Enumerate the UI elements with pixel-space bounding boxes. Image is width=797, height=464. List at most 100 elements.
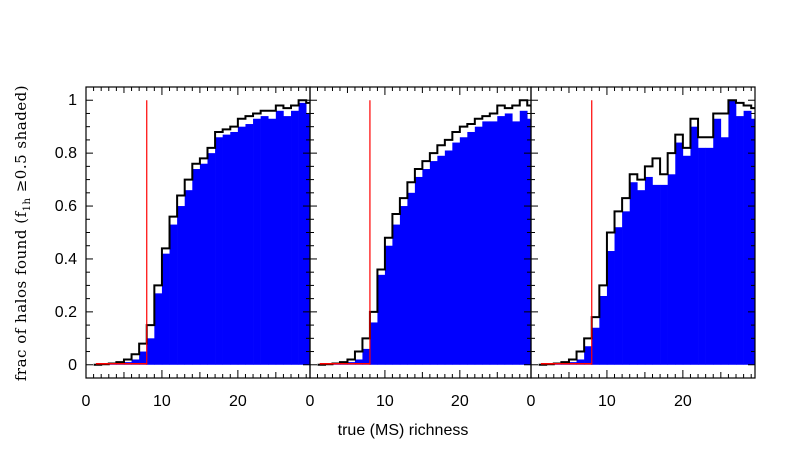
- y-axis-title: frac of halos found (f1h ≥0.5 shaded): [12, 85, 33, 381]
- shaded-bar: [504, 113, 513, 365]
- shaded-bar: [576, 359, 585, 365]
- shaded-bar: [637, 190, 646, 365]
- shaded-bar: [237, 126, 246, 365]
- shaded-bar: [599, 295, 608, 365]
- panel-3: 0 10 20: [527, 86, 756, 410]
- shaded-bar: [667, 174, 676, 365]
- shaded-bar: [253, 118, 261, 365]
- panel-data-area: [317, 99, 531, 366]
- x-tick-label: 20: [674, 393, 692, 410]
- outline-histogram: [317, 99, 531, 366]
- shaded-bar: [512, 121, 521, 365]
- shaded-bar: [384, 245, 393, 365]
- shaded-bar: [207, 153, 216, 365]
- y-tick-label: 0.8: [55, 145, 77, 162]
- shaded-bar: [139, 351, 148, 365]
- shaded-bar: [245, 124, 254, 365]
- y-tick-label: 0.6: [55, 198, 77, 215]
- shaded-bar: [698, 147, 706, 365]
- shaded-bar: [399, 206, 408, 365]
- shaded-bar: [474, 126, 483, 365]
- x-axis-title: true (MS) richness: [338, 422, 469, 439]
- shaded-bar: [199, 163, 208, 365]
- x-tick-label: 10: [153, 393, 171, 410]
- outline-histogram: [538, 99, 755, 366]
- shaded-bar: [660, 184, 668, 365]
- shaded-bar: [489, 121, 498, 365]
- shaded-bar: [184, 190, 193, 365]
- shaded-bar: [459, 137, 468, 365]
- x-tick-label: 0: [306, 393, 315, 410]
- y-tick-label: 0.2: [55, 304, 77, 321]
- shaded-bar: [275, 110, 284, 365]
- shaded-bar: [298, 102, 307, 365]
- shaded-bar: [437, 155, 446, 365]
- shaded-bar: [429, 161, 438, 365]
- shaded-bar: [283, 116, 292, 365]
- shaded-bar: [743, 110, 752, 365]
- shaded-bar: [728, 100, 737, 365]
- shaded-bar: [629, 182, 638, 365]
- x-tick-label: 0: [527, 393, 536, 410]
- shaded-bar: [215, 137, 223, 365]
- shaded-bar: [751, 118, 755, 365]
- shaded-bar: [362, 348, 371, 365]
- shaded-bar: [713, 118, 722, 365]
- x-tick-label: 10: [598, 393, 616, 410]
- y-tick-label: 1: [68, 92, 77, 109]
- shaded-bar: [192, 169, 201, 365]
- shaded-bar: [614, 227, 623, 365]
- shaded-bar: [652, 184, 661, 365]
- shaded-bar: [414, 176, 423, 365]
- y-tick-label: 0.4: [55, 251, 77, 268]
- panel-data-area: [538, 99, 755, 366]
- panel-1: 0 10 20 0 0.2 0.4 0.6 0.8 1: [55, 86, 311, 410]
- shaded-bar: [131, 359, 140, 365]
- x-tick-label: 20: [229, 393, 247, 410]
- shaded-bar: [591, 327, 600, 365]
- shaded-bar: [161, 253, 170, 365]
- shaded-bar: [407, 192, 416, 365]
- shaded-bar: [260, 116, 269, 365]
- shaded-bar: [519, 110, 528, 365]
- shaded-bar: [392, 224, 401, 365]
- shaded-bar: [497, 116, 506, 365]
- x-tick-label: 20: [451, 393, 469, 410]
- y-tick-label: 0: [68, 357, 77, 374]
- outline-histogram: [93, 99, 310, 366]
- shaded-bar: [606, 251, 615, 365]
- shaded-bar: [736, 116, 744, 365]
- shaded-bar: [452, 142, 461, 365]
- shaded-bar: [291, 110, 299, 365]
- shaded-bar: [682, 155, 691, 365]
- shaded-bar: [444, 150, 453, 365]
- shaded-bar: [690, 126, 699, 365]
- panel-data-area: [93, 99, 310, 366]
- shaded-bar: [306, 113, 310, 365]
- shaded-bar: [222, 134, 231, 365]
- shaded-bar: [720, 137, 729, 365]
- y-axis-title-main: frac of halos found (f: [12, 210, 30, 381]
- panel-2: 0 10 20: [306, 86, 532, 410]
- shaded-bar: [527, 118, 531, 365]
- shaded-bar: [482, 121, 491, 365]
- shaded-bar: [675, 142, 684, 365]
- shaded-bar: [377, 274, 386, 365]
- shaded-bar: [584, 346, 593, 365]
- shaded-bar: [169, 224, 178, 365]
- y-axis-title-subscript: 1h: [22, 198, 33, 212]
- shaded-bar: [354, 359, 363, 365]
- x-tick-label: 0: [82, 393, 91, 410]
- shaded-bar: [644, 176, 653, 365]
- shaded-bar: [268, 118, 277, 365]
- shaded-bar: [467, 131, 476, 365]
- y-axis-title-tail: ≥0.5 shaded): [12, 85, 30, 198]
- shaded-bar: [422, 169, 431, 365]
- shaded-bar: [705, 147, 714, 365]
- x-tick-label: 10: [376, 393, 394, 410]
- shaded-bar: [230, 131, 239, 365]
- shaded-bar: [622, 211, 631, 365]
- shaded-bar: [177, 206, 186, 365]
